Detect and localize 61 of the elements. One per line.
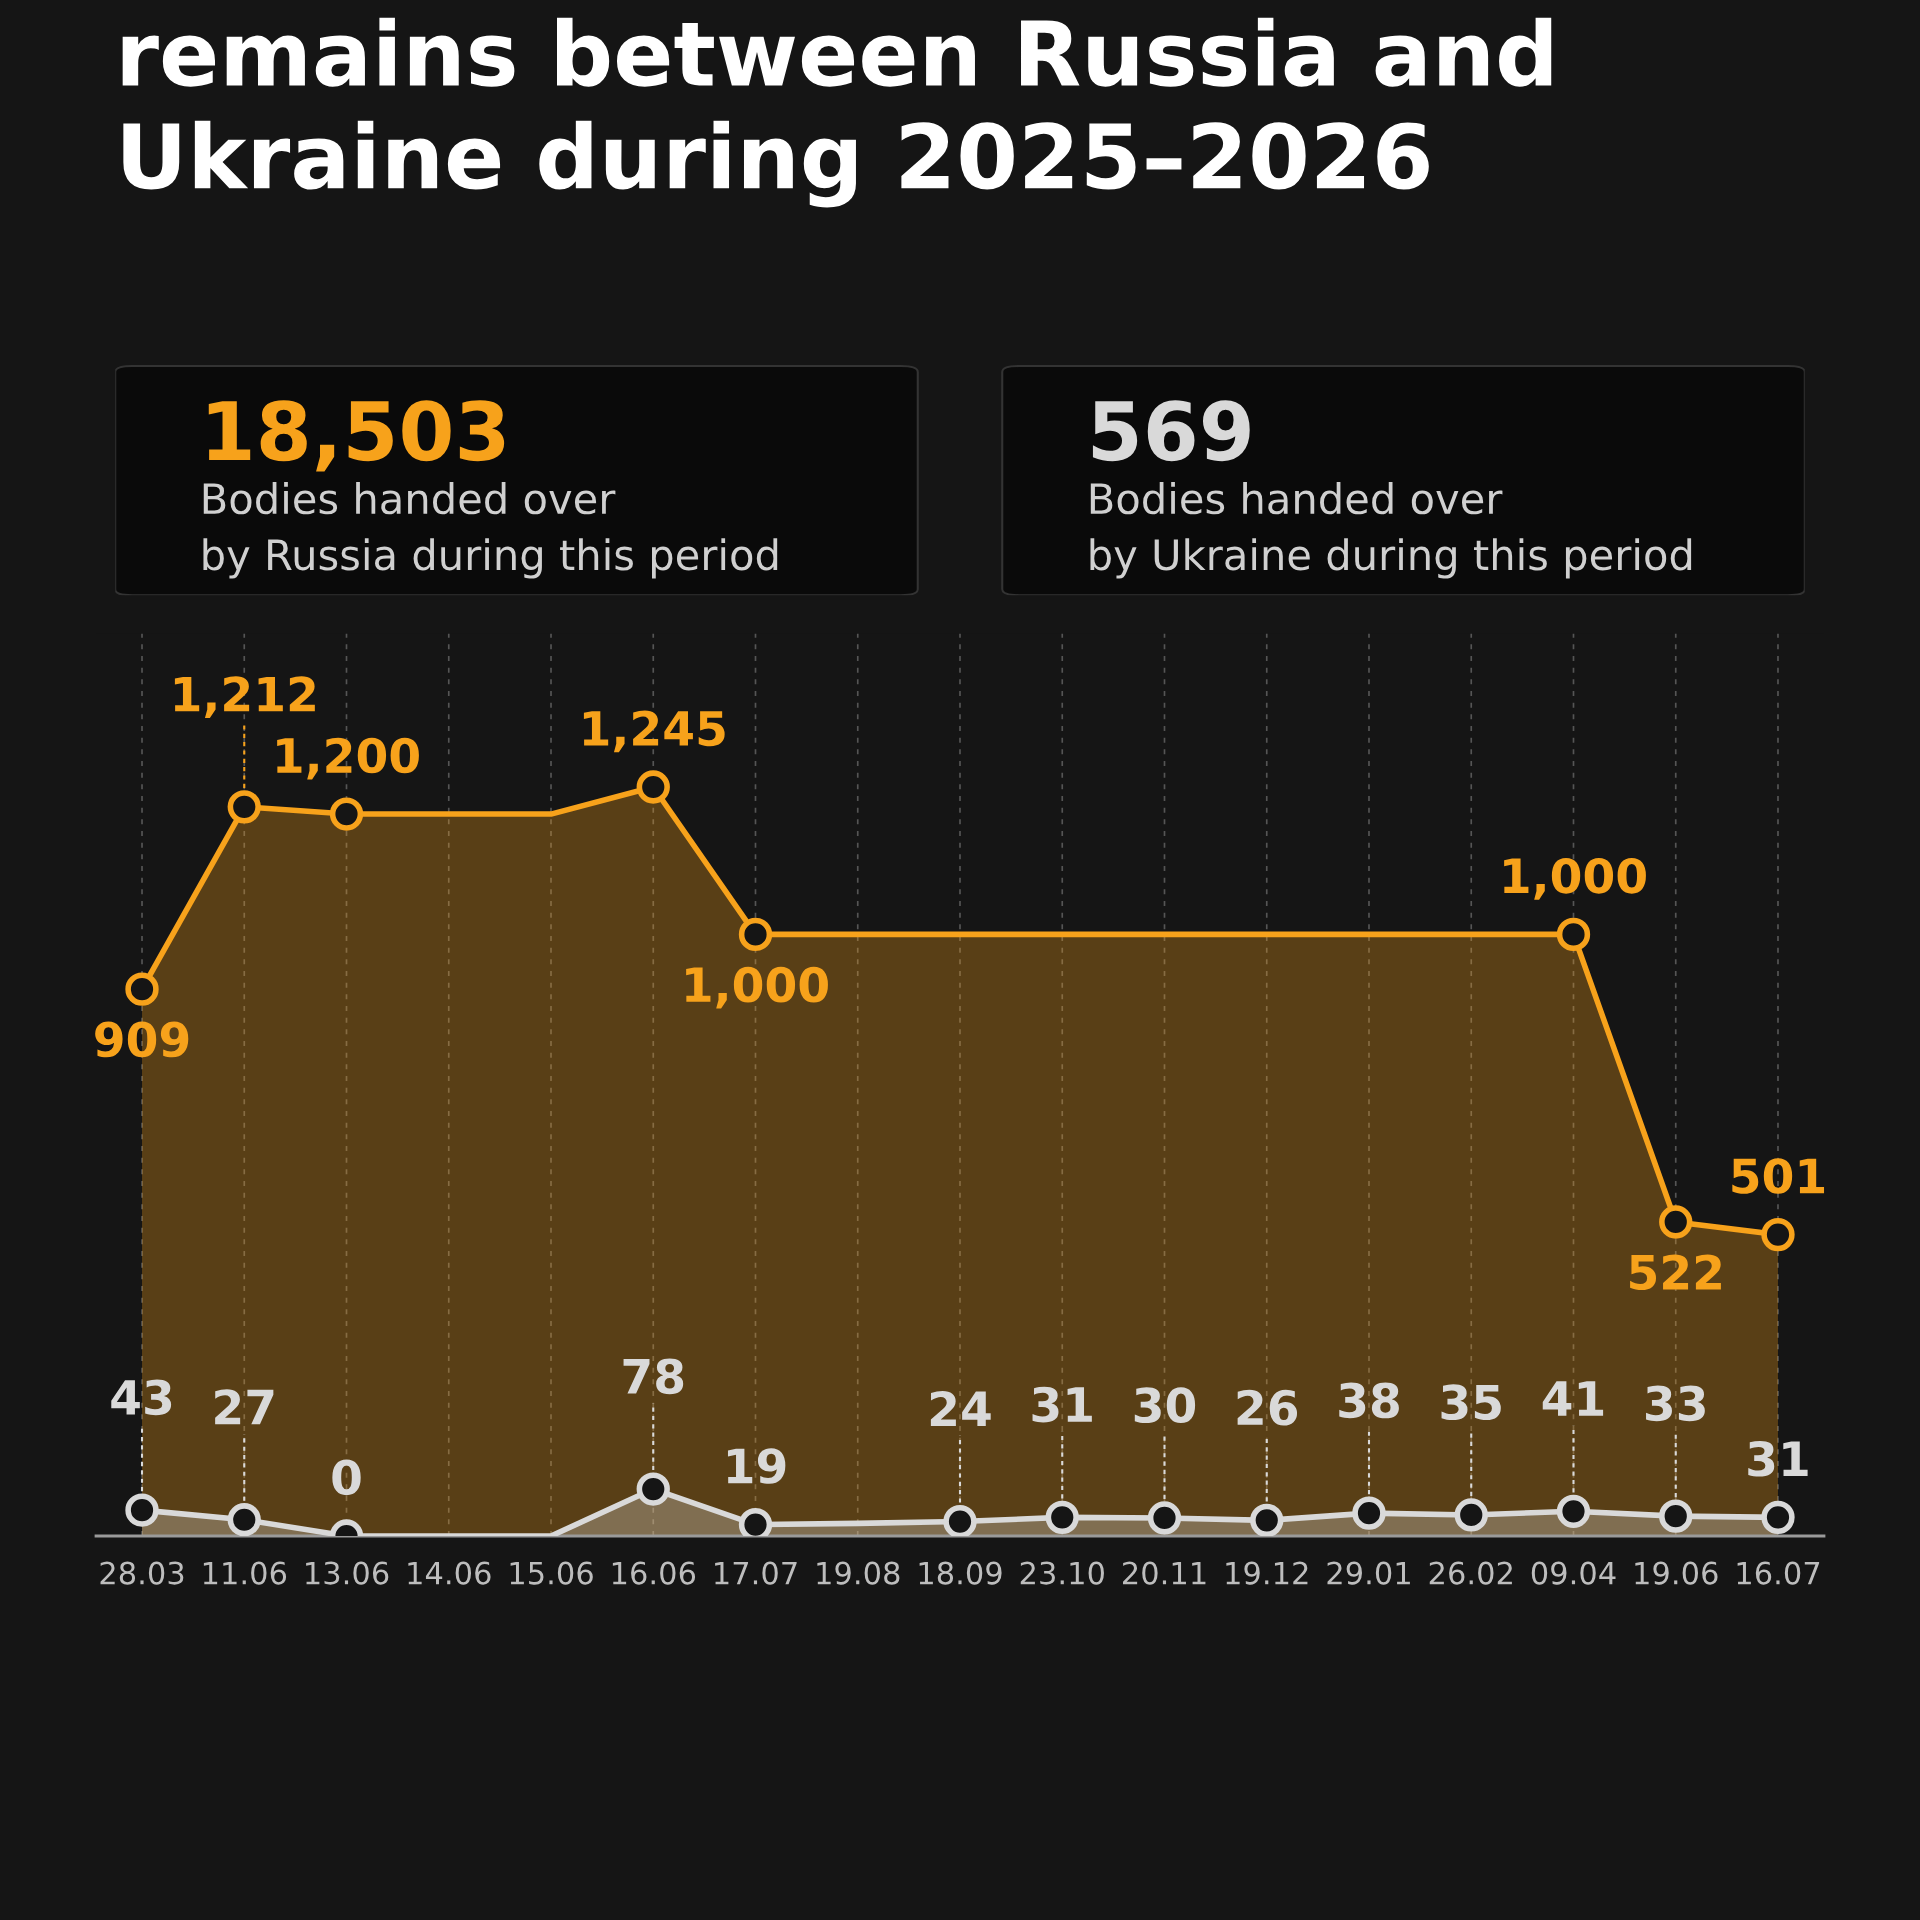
point	[1352, 1496, 1386, 1530]
point	[329, 797, 364, 831]
data-label: 43	[111, 1379, 172, 1416]
x-tick-label: 11.06	[203, 1561, 287, 1585]
x-tick-label: 19.12	[1226, 1561, 1308, 1585]
data-label: 33	[1646, 1385, 1705, 1422]
x-tick-label: 26.02	[1429, 1561, 1512, 1585]
data-label: 31	[1748, 1440, 1808, 1477]
point	[636, 1472, 670, 1506]
data-label: 501	[1732, 1158, 1825, 1194]
data-label: 1,000	[686, 966, 828, 1009]
x-tick-label: 13.06	[306, 1561, 389, 1585]
data-label: 1,245	[583, 710, 725, 753]
x-tick-label: 17.07	[715, 1561, 797, 1585]
text: Bodies handed over by Ukraine during this period	[1090, 482, 1692, 579]
x-tick-label: 15.06	[510, 1561, 593, 1585]
point	[1556, 1494, 1591, 1528]
data-label: 27	[215, 1389, 274, 1425]
data-label: 35	[1441, 1384, 1501, 1421]
data-label: 31	[1032, 1386, 1092, 1423]
text: 18,503	[208, 400, 505, 472]
x-tick-label: 29.01	[1327, 1561, 1410, 1585]
point	[1454, 1498, 1488, 1532]
point	[1147, 1501, 1182, 1535]
point	[1659, 1499, 1693, 1533]
point	[227, 790, 261, 824]
x-tick-label: 09.04	[1531, 1561, 1616, 1585]
data-label: 0	[332, 1459, 361, 1496]
data-label: 1,000	[1504, 857, 1646, 900]
text: remains between Russia and Ukraine during 2025–2026	[122, 17, 1552, 208]
point	[943, 1504, 977, 1536]
data-label: 1,212	[174, 676, 315, 719]
point	[125, 1493, 159, 1527]
data-label: 41	[1542, 1381, 1604, 1416]
data-label: 78	[623, 1358, 684, 1395]
x-tick-label: 23.10	[1020, 1561, 1104, 1585]
point	[1250, 1503, 1284, 1536]
data-label: 19	[727, 1448, 786, 1484]
text: 569	[1092, 400, 1250, 462]
data-label: 909	[95, 1021, 189, 1058]
x-tick-label: 28.03	[100, 1561, 184, 1585]
data-label: 26	[1237, 1389, 1298, 1426]
x-tick-label: 19.08	[817, 1561, 900, 1585]
data-label: 522	[1630, 1254, 1721, 1291]
x-tick-label: 19.06	[1635, 1561, 1718, 1585]
point	[1045, 1500, 1079, 1535]
text: Bodies handed over by Russia during this period	[203, 482, 778, 579]
data-label: 1,200	[277, 737, 419, 780]
point	[738, 917, 773, 952]
x-tick-label: 16.06	[612, 1561, 696, 1585]
point	[636, 770, 670, 804]
data-label: 38	[1339, 1382, 1399, 1419]
point	[1761, 1500, 1795, 1535]
x-tick-label: 18.09	[919, 1561, 1002, 1585]
x-tick-label: 16.07	[1737, 1561, 1820, 1585]
x-tick-label: 20.11	[1123, 1561, 1206, 1585]
point	[125, 972, 159, 1006]
data-label: 24	[930, 1390, 991, 1427]
point	[227, 1503, 261, 1536]
x-tick-label: 14.06	[408, 1561, 491, 1585]
data-label: 30	[1134, 1387, 1196, 1424]
